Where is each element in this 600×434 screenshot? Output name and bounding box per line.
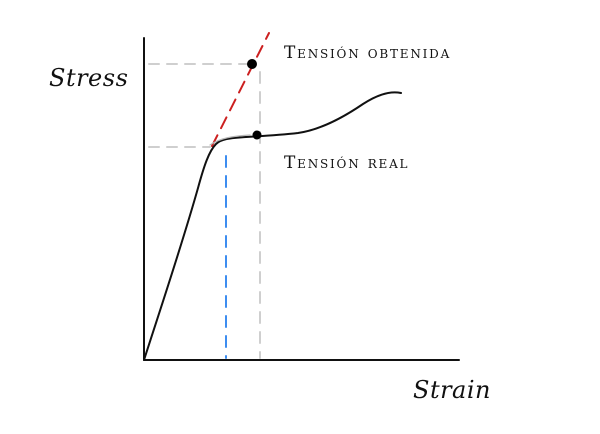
- y-axis-label: Stress: [49, 64, 128, 92]
- axes: [143, 37, 460, 361]
- extrapolated-elastic-line: [211, 32, 270, 147]
- real-stress-point: [252, 130, 262, 140]
- obtained-stress-label: Tensión obtenida: [284, 43, 451, 63]
- x-axis-label: Strain: [413, 376, 491, 404]
- stress-strain-curve: [143, 91, 402, 361]
- obtained-stress-point: [247, 59, 257, 69]
- guide-lines: [148, 63, 261, 359]
- yield-segment-highlight: [209, 134, 251, 146]
- real-stress-label: Tensión real: [284, 153, 409, 173]
